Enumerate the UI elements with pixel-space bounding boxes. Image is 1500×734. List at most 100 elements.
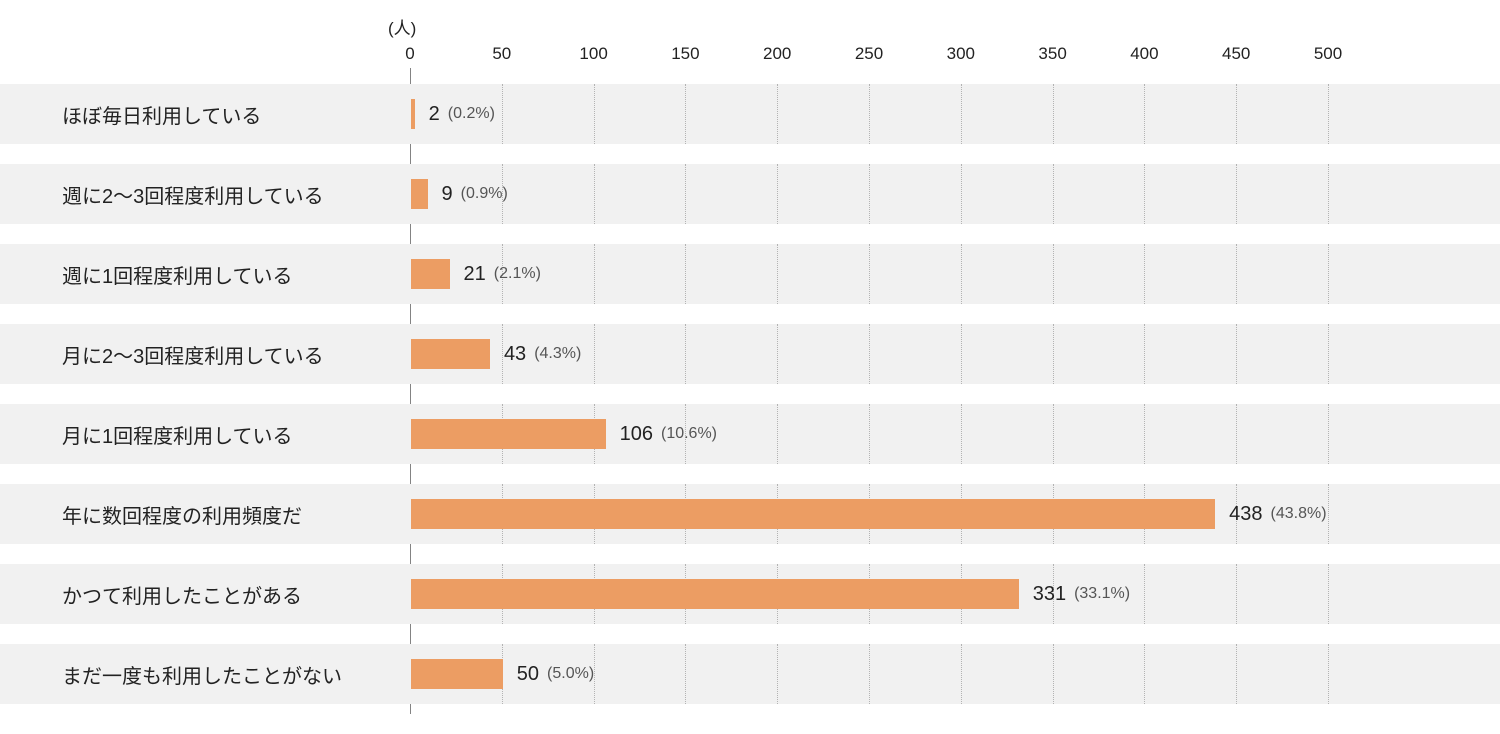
value-label: 21(2.1%) xyxy=(464,244,541,304)
grid-line xyxy=(502,324,503,384)
x-tick-label: 50 xyxy=(492,44,511,64)
grid-line xyxy=(685,244,686,304)
grid-line xyxy=(1144,244,1145,304)
grid-line xyxy=(1053,404,1054,464)
axis-unit-label: (人) xyxy=(388,14,416,39)
grid-line xyxy=(777,324,778,384)
grid-line xyxy=(961,84,962,144)
grid-line xyxy=(869,84,870,144)
grid-line xyxy=(1328,404,1329,464)
grid-line xyxy=(1144,644,1145,704)
chart-bar xyxy=(411,179,428,209)
x-tick-label: 250 xyxy=(855,44,883,64)
value-number: 50 xyxy=(517,663,539,686)
grid-line xyxy=(502,84,503,144)
grid-line xyxy=(1328,84,1329,144)
value-percent: (5.0%) xyxy=(547,665,594,683)
grid-line xyxy=(777,244,778,304)
category-label: 月に2～3回程度利用している xyxy=(62,324,324,384)
value-label: 50 (5.0%) xyxy=(517,644,594,704)
grid-line xyxy=(1328,164,1329,224)
grid-line xyxy=(869,164,870,224)
value-percent: (43.8%) xyxy=(1271,505,1327,523)
grid-line xyxy=(1328,564,1329,624)
chart-bar xyxy=(411,99,415,129)
value-label: 2 (0.2%) xyxy=(429,84,495,144)
value-percent: (10.6%) xyxy=(661,425,717,443)
x-tick-label: 300 xyxy=(947,44,975,64)
grid-line xyxy=(1053,84,1054,144)
value-percent: (33.1%) xyxy=(1074,585,1130,603)
grid-line xyxy=(961,164,962,224)
grid-line xyxy=(1328,484,1329,544)
grid-line xyxy=(1328,644,1329,704)
x-tick-label: 100 xyxy=(579,44,607,64)
grid-line xyxy=(1236,244,1237,304)
category-label: 週に1回程度利用している xyxy=(62,244,293,304)
grid-line xyxy=(1144,404,1145,464)
x-tick-label: 200 xyxy=(763,44,791,64)
value-label: 331 (33.1%) xyxy=(1033,564,1130,624)
grid-line xyxy=(1328,244,1329,304)
grid-line xyxy=(685,644,686,704)
category-label: まだ一度も利用したことがない xyxy=(62,644,342,704)
grid-line xyxy=(1236,324,1237,384)
category-label: 月に1回程度利用している xyxy=(62,404,293,464)
grid-line xyxy=(1053,324,1054,384)
value-number: 106 xyxy=(620,423,653,446)
grid-line xyxy=(1053,244,1054,304)
value-percent: (0.2%) xyxy=(448,105,495,123)
grid-line xyxy=(594,164,595,224)
x-tick-label: 350 xyxy=(1038,44,1066,64)
grid-line xyxy=(1144,164,1145,224)
grid-line xyxy=(1144,84,1145,144)
grid-line xyxy=(869,404,870,464)
grid-line xyxy=(869,244,870,304)
x-tick-label: 150 xyxy=(671,44,699,64)
grid-line xyxy=(961,644,962,704)
category-label: かつて利用したことがある xyxy=(62,564,302,624)
category-label: ほぼ毎日利用している xyxy=(62,84,261,144)
grid-line xyxy=(869,324,870,384)
value-number: 43 xyxy=(504,343,526,366)
category-label: 週に2～3回程度利用している xyxy=(62,164,324,224)
x-tick-label: 0 xyxy=(405,44,414,64)
grid-line xyxy=(777,404,778,464)
grid-line xyxy=(685,324,686,384)
grid-line xyxy=(1236,164,1237,224)
grid-line xyxy=(961,324,962,384)
value-number: 2 xyxy=(429,103,440,126)
x-tick-label: 400 xyxy=(1130,44,1158,64)
value-number: 9 xyxy=(442,183,453,206)
grid-line xyxy=(1144,324,1145,384)
chart-bar xyxy=(411,259,450,289)
grid-line xyxy=(1053,644,1054,704)
grid-line xyxy=(777,164,778,224)
category-label: 年に数回程度の利用頻度だ xyxy=(62,484,302,544)
value-label: 106 (10.6%) xyxy=(620,404,717,464)
value-percent: (2.1%) xyxy=(494,265,541,283)
grid-line xyxy=(961,244,962,304)
grid-line xyxy=(1236,564,1237,624)
value-percent: (4.3%) xyxy=(534,345,581,363)
value-number: 331 xyxy=(1033,583,1066,606)
grid-line xyxy=(1328,324,1329,384)
grid-line xyxy=(1236,84,1237,144)
grid-line xyxy=(1053,164,1054,224)
value-label: 43 (4.3%) xyxy=(504,324,581,384)
value-label: 438 (43.8%) xyxy=(1229,484,1326,544)
value-label: 9 (0.9%) xyxy=(442,164,508,224)
grid-line xyxy=(869,644,870,704)
chart-bar xyxy=(411,579,1019,609)
value-percent: (0.9%) xyxy=(461,185,508,203)
grid-line xyxy=(777,644,778,704)
grid-line xyxy=(1144,564,1145,624)
usage-frequency-bar-chart: (人) 050100150200250300350400450500ほぼ毎日利用… xyxy=(0,0,1500,734)
grid-line xyxy=(594,324,595,384)
grid-line xyxy=(961,404,962,464)
value-number: 438 xyxy=(1229,503,1262,526)
chart-bar xyxy=(411,419,606,449)
grid-line xyxy=(685,84,686,144)
chart-bar xyxy=(411,499,1215,529)
chart-bar xyxy=(411,339,490,369)
